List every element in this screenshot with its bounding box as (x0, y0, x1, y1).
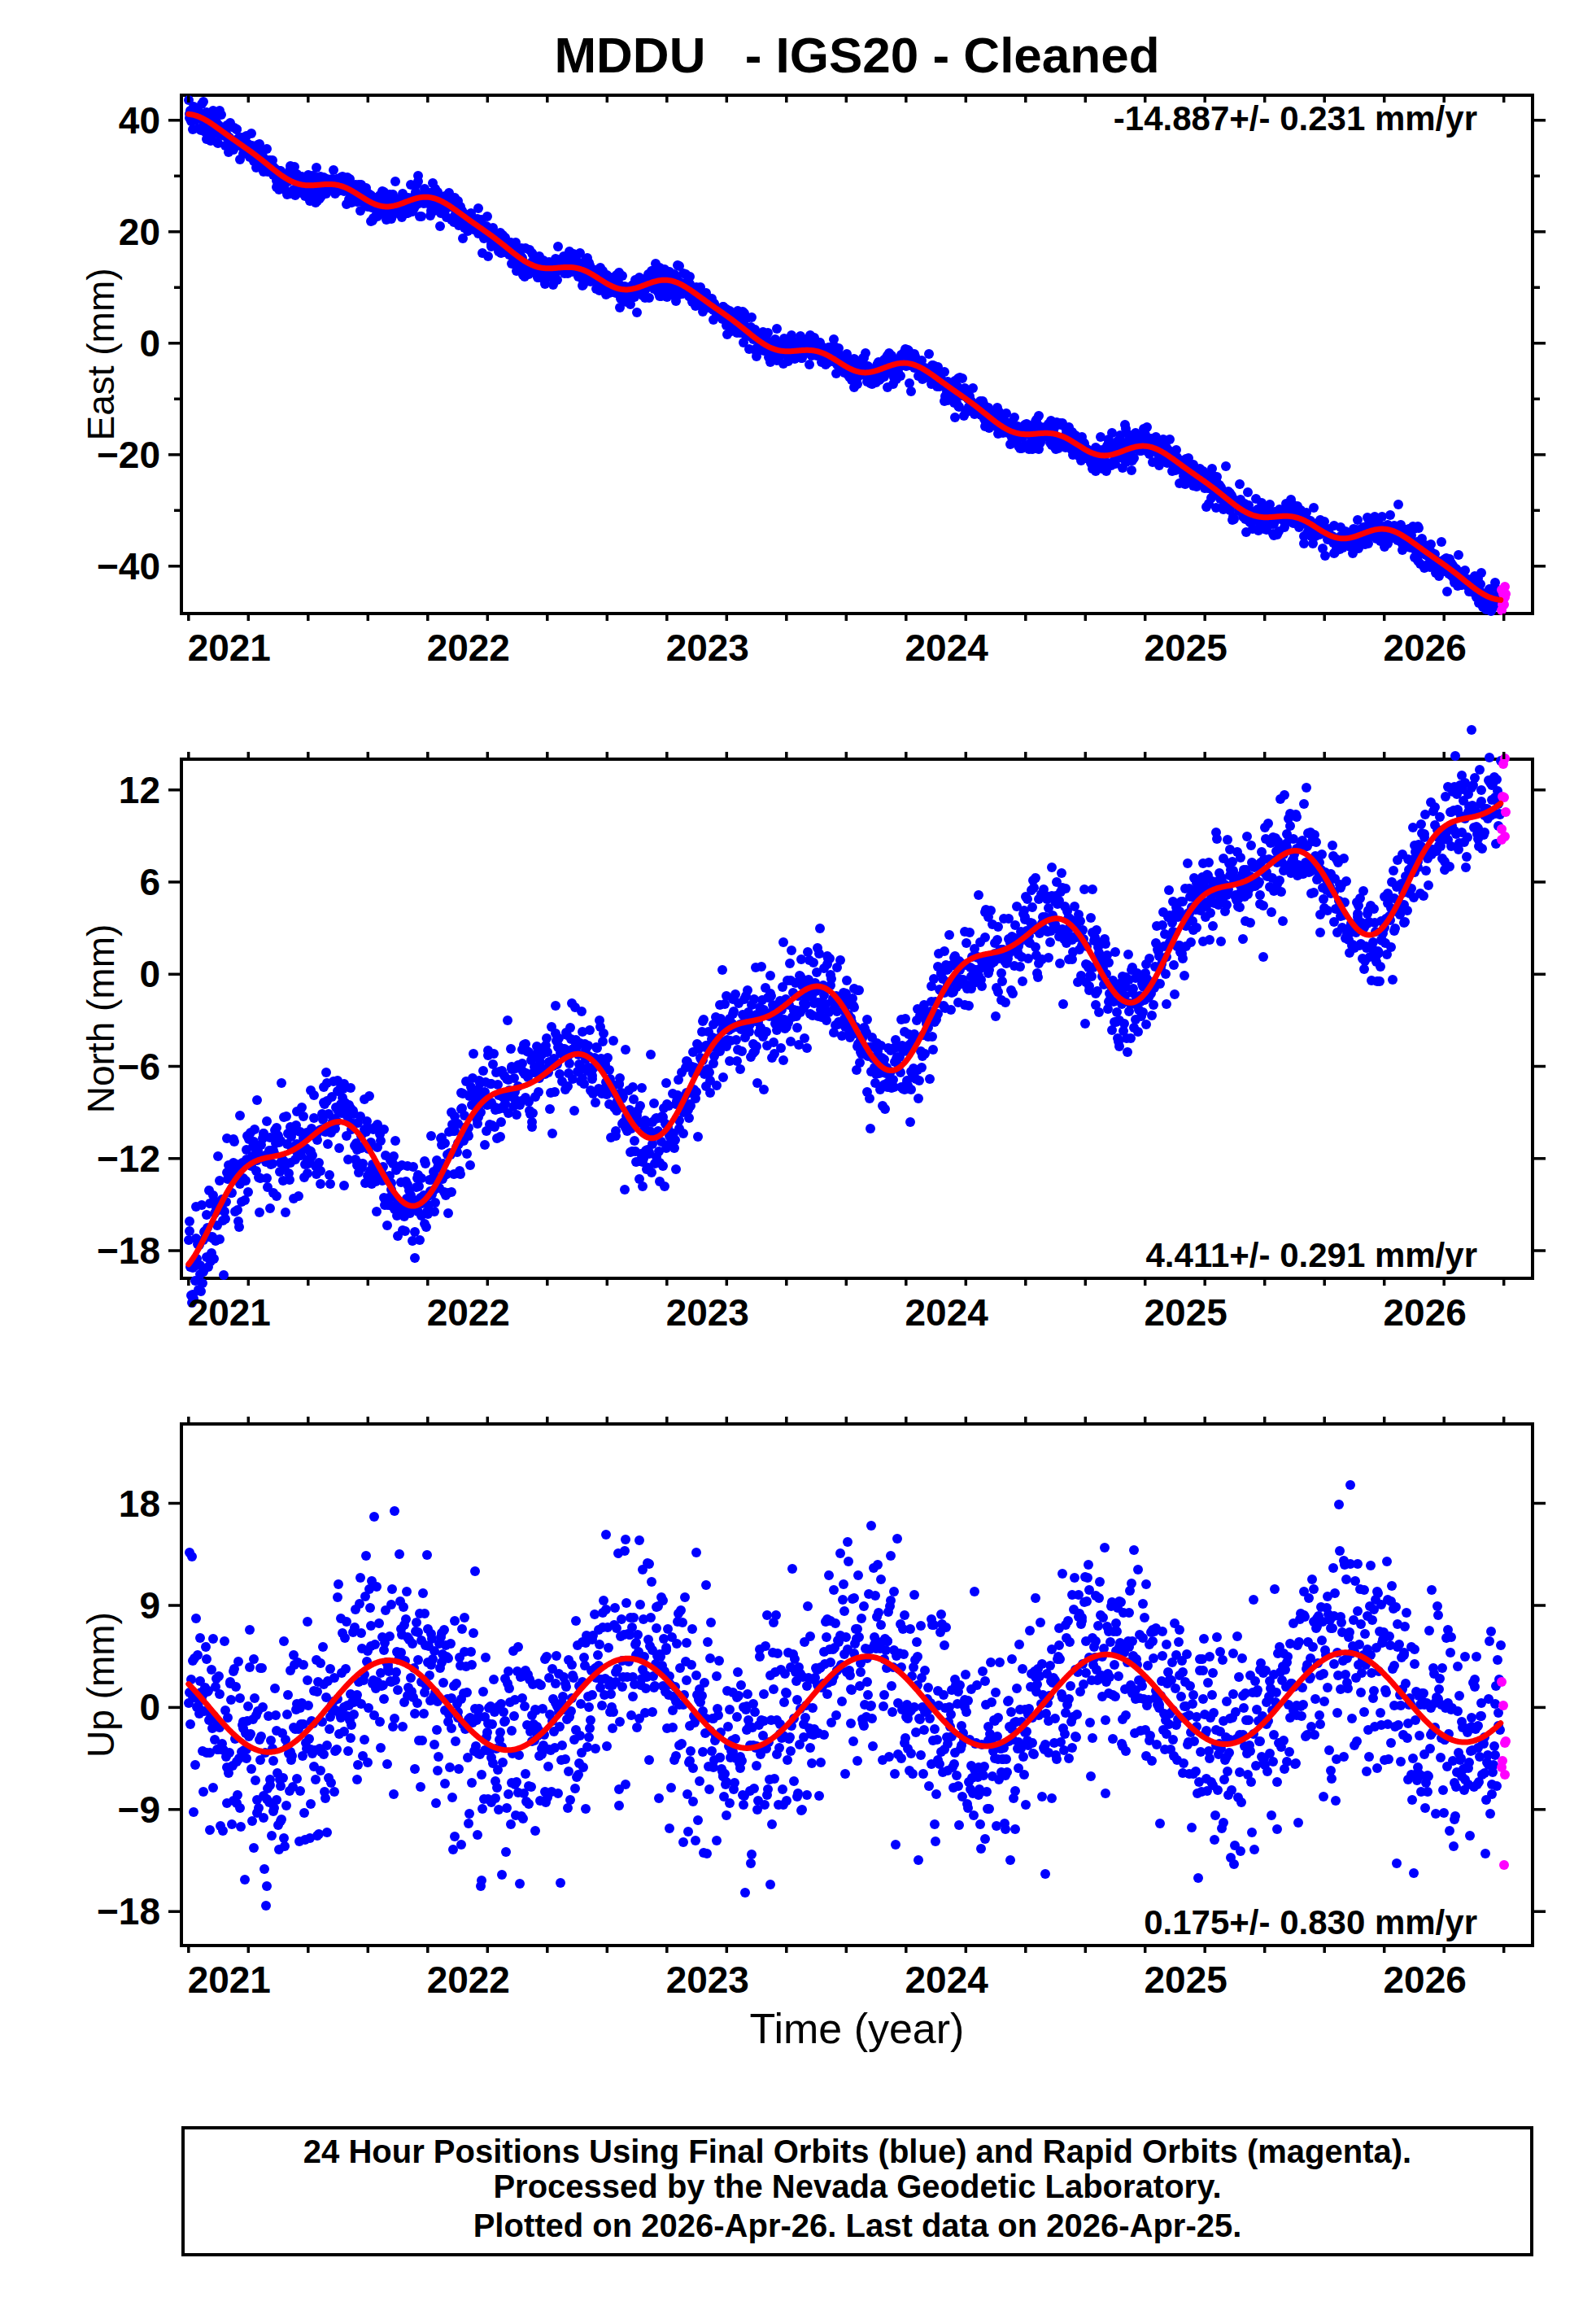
svg-text:2026: 2026 (1384, 627, 1467, 669)
svg-text:2023: 2023 (666, 627, 749, 669)
svg-text:12: 12 (119, 769, 160, 811)
svg-text:9: 9 (139, 1584, 160, 1627)
svg-text:2021: 2021 (188, 627, 271, 669)
svg-text:East (mm): East (mm) (80, 268, 122, 440)
svg-text:18: 18 (119, 1483, 160, 1525)
svg-text:2021: 2021 (188, 1291, 271, 1334)
svg-text:−9: −9 (118, 1788, 160, 1831)
svg-text:2022: 2022 (427, 1959, 510, 2001)
svg-text:2025: 2025 (1145, 1959, 1228, 2001)
svg-text:Time (year): Time (year) (750, 2005, 965, 2052)
svg-text:North (mm): North (mm) (80, 924, 122, 1114)
svg-text:2022: 2022 (427, 1291, 510, 1334)
svg-text:0: 0 (139, 1686, 160, 1728)
svg-text:20: 20 (119, 211, 160, 253)
svg-text:−40: −40 (97, 545, 160, 587)
svg-text:-14.887+/- 0.231 mm/yr: -14.887+/- 0.231 mm/yr (1114, 99, 1477, 138)
svg-text:2024: 2024 (905, 1291, 989, 1334)
svg-text:2022: 2022 (427, 627, 510, 669)
svg-text:2025: 2025 (1145, 627, 1228, 669)
svg-text:40: 40 (119, 99, 160, 142)
svg-text:2023: 2023 (666, 1959, 749, 2001)
svg-text:0: 0 (139, 322, 160, 365)
svg-text:Plotted on 2026-Apr-26. Last d: Plotted on 2026-Apr-26. Last data on 202… (473, 2208, 1242, 2243)
svg-text:Up (mm): Up (mm) (80, 1612, 122, 1758)
svg-text:2021: 2021 (188, 1959, 271, 2001)
svg-text:24 Hour Positions Using Final: 24 Hour Positions Using Final Orbits (bl… (303, 2133, 1411, 2169)
svg-text:−12: −12 (97, 1138, 160, 1180)
svg-text:4.411+/- 0.291 mm/yr: 4.411+/- 0.291 mm/yr (1146, 1236, 1477, 1274)
svg-text:2024: 2024 (905, 1959, 989, 2001)
svg-text:2024: 2024 (905, 627, 989, 669)
svg-text:0.175+/- 0.830 mm/yr: 0.175+/- 0.830 mm/yr (1144, 1903, 1477, 1941)
svg-text:Processed by the Nevada Geodet: Processed by the Nevada Geodetic Laborat… (493, 2168, 1221, 2204)
svg-text:0: 0 (139, 953, 160, 995)
svg-text:−18: −18 (97, 1229, 160, 1272)
svg-text:2026: 2026 (1384, 1291, 1467, 1334)
svg-text:−18: −18 (97, 1890, 160, 1933)
svg-text:MDDU - IGS20 - Cleaned: MDDU - IGS20 - Cleaned (554, 27, 1159, 83)
svg-text:6: 6 (139, 861, 160, 903)
svg-text:−6: −6 (118, 1046, 160, 1088)
svg-text:2023: 2023 (666, 1291, 749, 1334)
svg-text:2025: 2025 (1145, 1291, 1228, 1334)
svg-text:2026: 2026 (1384, 1959, 1467, 2001)
